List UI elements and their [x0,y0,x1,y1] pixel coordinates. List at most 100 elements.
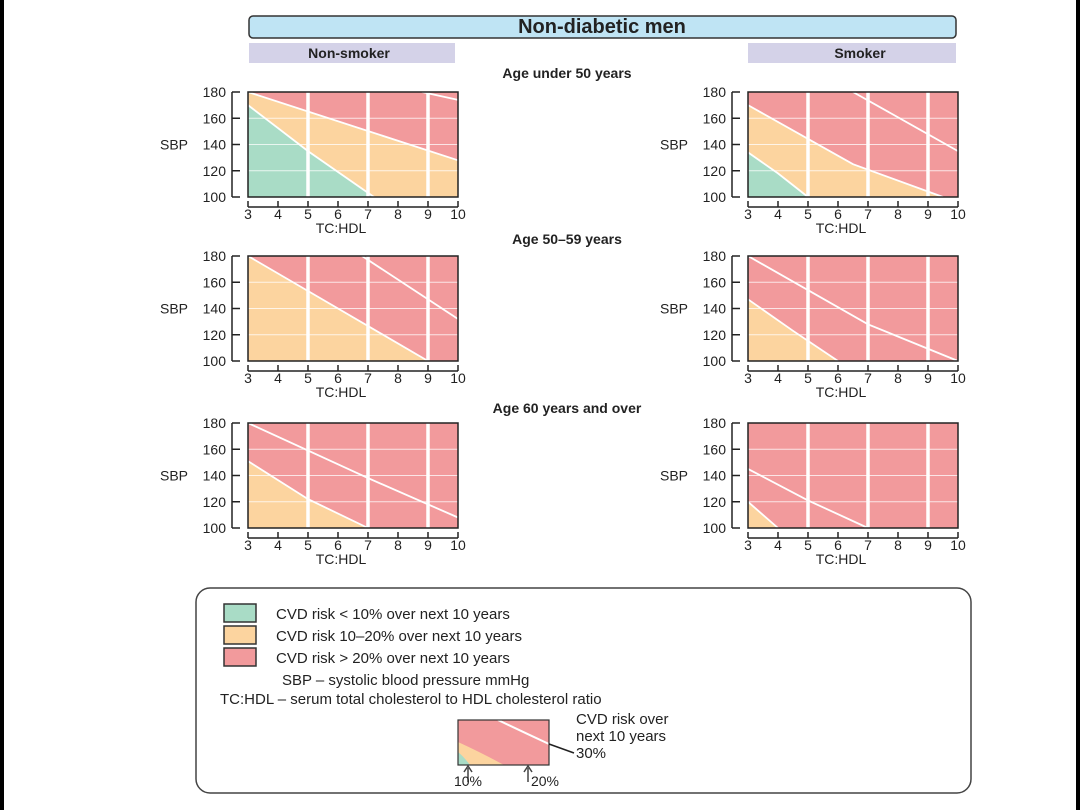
x-tick-label: 6 [334,537,342,553]
x-tick-label: 6 [834,370,842,386]
y-axis-label: SBP [160,301,188,317]
legend-swatch-green [223,603,257,623]
x-tick-label: 5 [804,537,812,553]
panel-3: 100 120 140 160 180 SBP 3 4 5 6 7 8 9 10 TC:HDL [160,248,466,400]
key-frame [457,719,550,766]
x-tick-label: 9 [924,370,932,386]
risk-boundary-30 [361,255,459,320]
x-tick-label: 7 [864,206,872,222]
y-axis-label: SBP [160,137,188,153]
y-tick-label: 180 [703,84,727,100]
legend-label-orange: CVD risk 10–20% over next 10 years [276,628,522,645]
x-tick-label: 10 [950,537,966,553]
x-tick-label: 10 [450,370,466,386]
legend-swatch-red [223,647,257,667]
y-tick-label: 120 [703,494,727,510]
x-tick-label: 8 [894,206,902,222]
plot-frame [247,91,459,198]
y-tick-label: 140 [703,301,727,317]
x-tick-label: 9 [924,206,932,222]
x-tick-label: 10 [950,370,966,386]
x-tick-label: 8 [894,370,902,386]
y-tick-label: 140 [203,301,227,317]
x-tick-label: 9 [424,206,432,222]
risk-boundary-30 [247,422,459,519]
y-tick-label: 180 [703,248,727,264]
y-tick-label: 160 [703,110,727,126]
legend-label-red: CVD risk > 20% over next 10 years [276,650,510,667]
risk-boundary-20 [247,460,369,529]
x-tick-label: 10 [950,206,966,222]
y-tick-label: 180 [203,84,227,100]
x-tick-label: 7 [864,537,872,553]
y-axis-label: SBP [160,468,188,484]
x-tick-label: 5 [804,370,812,386]
risk-boundary-20 [747,501,779,529]
x-axis-label: TC:HDL [316,220,367,236]
panel-1: 100 120 140 160 180 SBP 3 4 5 6 7 8 9 10 TC:HDL [160,84,466,236]
y-tick-label: 120 [703,327,727,343]
panel-5: 100 120 140 160 180 SBP 3 4 5 6 7 8 9 10 TC:HDL [160,415,466,567]
key-note-line-3: 30% [576,745,606,762]
column-header-smoker-bg [748,43,956,63]
y-tick-label: 100 [703,353,727,369]
key-label-20: 20% [531,773,559,789]
y-tick-label: 160 [203,274,227,290]
region-moderate-risk [248,461,368,528]
note-tchdl: TC:HDL – serum total cholesterol to HDL … [220,691,602,708]
key-note-line-1: CVD risk over [576,711,669,728]
x-tick-label: 7 [364,206,372,222]
key-label-10: 10% [454,773,482,789]
x-tick-label: 6 [834,206,842,222]
risk-boundary-20 [247,91,459,162]
y-tick-label: 160 [203,441,227,457]
region-moderate-risk [748,299,838,361]
risk-boundary-30 [747,255,959,362]
y-tick-label: 140 [203,468,227,484]
row-heading-60-over: Age 60 years and over [493,400,642,416]
plot-frame [247,255,459,362]
key-mini-chart: CVD risk over next 10 years 30% 10% 20% [454,711,669,789]
x-tick-label: 10 [450,206,466,222]
panel-4: 100 120 140 160 180 SBP 3 4 5 6 7 8 9 10 TC:HDL [660,248,966,400]
y-tick-label: 160 [703,441,727,457]
x-axis-label: TC:HDL [316,384,367,400]
y-tick-label: 100 [203,520,227,536]
title-banner [248,15,957,39]
x-tick-label: 3 [244,206,252,222]
x-tick-label: 6 [334,206,342,222]
y-tick-label: 140 [203,137,227,153]
x-axis-label: TC:HDL [316,551,367,567]
x-tick-label: 4 [774,206,782,222]
x-axis-label: TC:HDL [816,551,867,567]
key-orange-region [458,742,504,765]
key-arrowhead-10 [463,764,473,773]
note-sbp: SBP – systolic blood pressure mmHg [282,672,529,689]
risk-boundary-10 [247,104,375,198]
y-tick-label: 120 [203,163,227,179]
y-tick-label: 180 [203,415,227,431]
x-tick-label: 3 [744,370,752,386]
risk-boundary-20 [247,255,429,362]
x-tick-label: 5 [804,206,812,222]
row-heading-under-50: Age under 50 years [502,65,631,81]
key-green-region [458,752,470,765]
panels-group: 100 120 140 160 180 SBP 3 4 5 6 7 8 9 10 TC:HDL 100 120 1… [160,84,966,567]
x-tick-label: 8 [394,206,402,222]
panel-6: 100 120 140 160 180 SBP 3 4 5 6 7 8 9 10 TC:HDL [660,415,966,567]
x-tick-label: 5 [304,206,312,222]
risk-boundary-10 [747,151,809,198]
legend-box [195,587,972,794]
x-tick-label: 7 [364,537,372,553]
x-tick-label: 3 [744,537,752,553]
y-tick-label: 120 [203,327,227,343]
plot-frame [747,91,959,198]
x-tick-label: 4 [274,537,282,553]
x-tick-label: 6 [334,370,342,386]
key-pointer-30 [548,743,575,754]
x-tick-label: 4 [774,537,782,553]
x-tick-label: 9 [924,537,932,553]
key-note-line-2: next 10 years [576,728,666,745]
x-tick-label: 3 [244,537,252,553]
